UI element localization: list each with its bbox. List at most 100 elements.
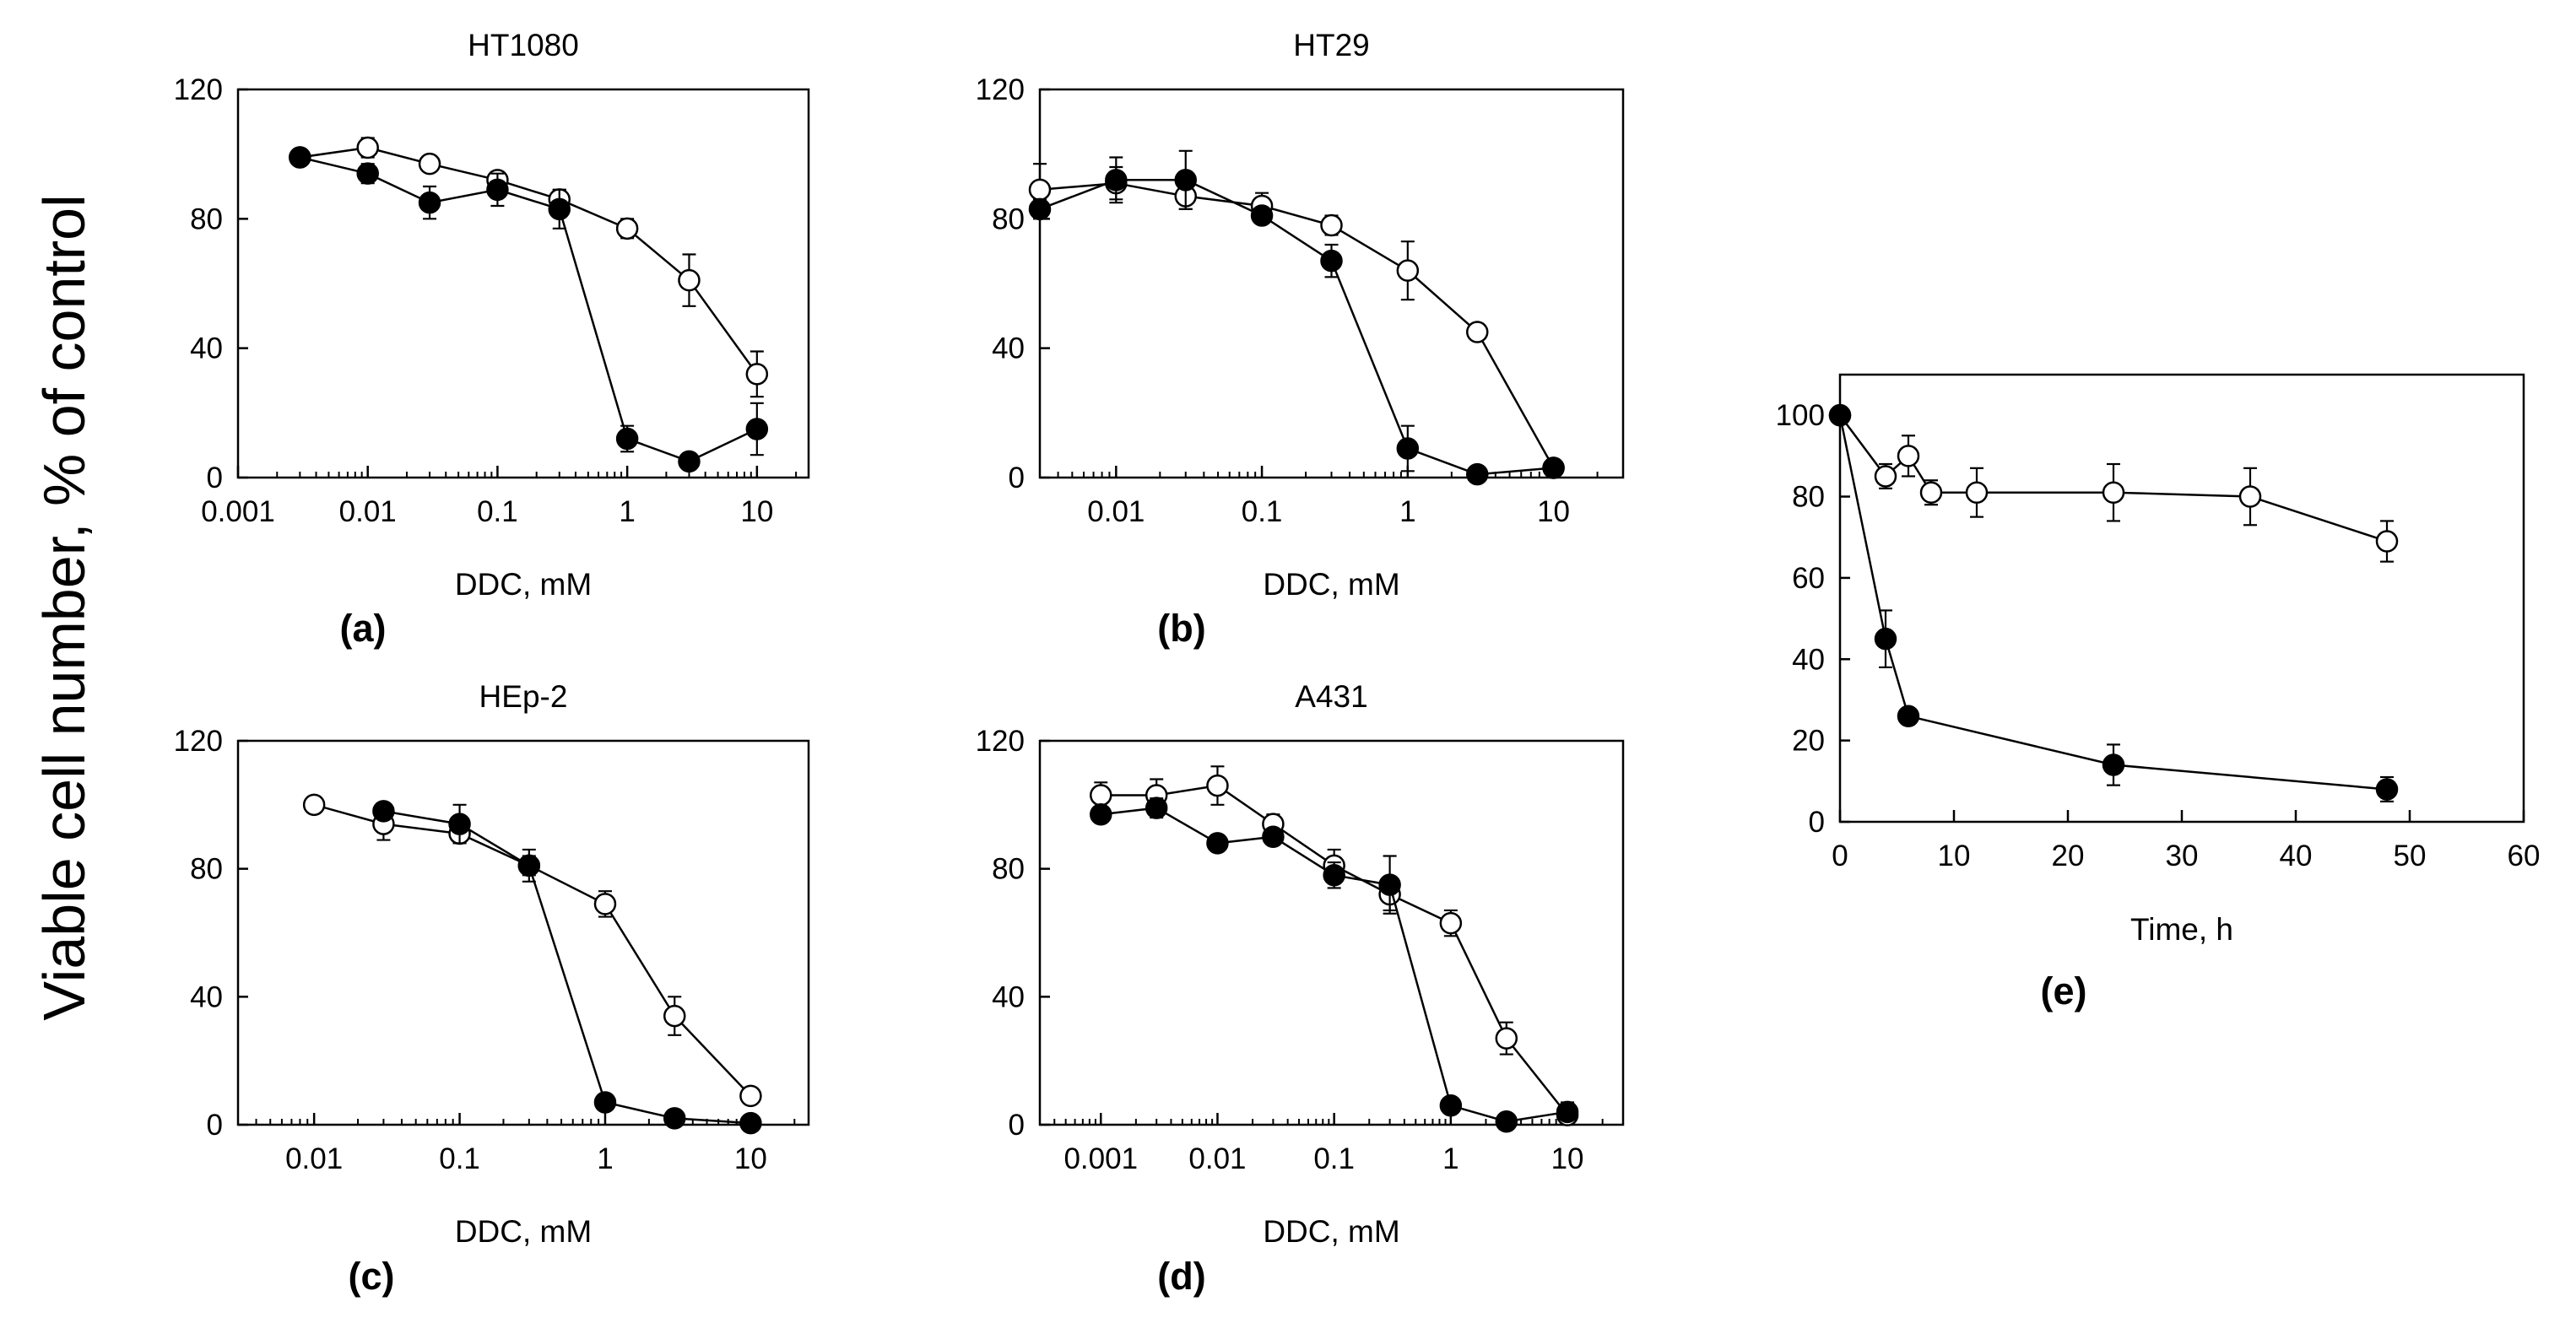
data-point-open — [302, 793, 326, 817]
series-open — [1828, 403, 2399, 563]
x-tick-label: 50 — [2394, 840, 2427, 872]
data-point-filled — [1145, 796, 1168, 819]
series-filled — [1090, 796, 1579, 1133]
data-point-filled — [289, 146, 311, 169]
data-point-open — [663, 1004, 686, 1028]
x-axis-label: Time, h — [2130, 912, 2233, 947]
panel-label: (d) — [1157, 1255, 1205, 1298]
panel-label: (e) — [2041, 969, 2087, 1012]
plot-frame — [236, 739, 810, 1126]
x-tick-label: 1 — [597, 1142, 613, 1175]
data-point-filled — [1556, 1100, 1579, 1124]
y-tick-label: 80 — [190, 202, 223, 235]
x-tick-label: 0.1 — [477, 495, 518, 528]
data-point-open — [739, 1084, 762, 1108]
data-point-open — [1874, 465, 1897, 488]
data-point-filled — [593, 1091, 617, 1114]
data-point-open — [1919, 481, 1943, 504]
y-tick-label: 60 — [1792, 562, 1825, 595]
data-point-open — [1028, 178, 1052, 202]
data-point-filled — [548, 197, 571, 221]
x-axis-label: DDC, mM — [455, 1214, 592, 1249]
y-tick-label: 0 — [207, 1109, 223, 1142]
chart-title: HT29 — [1293, 28, 1369, 62]
data-point-open — [1965, 481, 1989, 504]
data-point-open — [1466, 321, 1489, 343]
x-tick-label: 0.001 — [201, 495, 275, 528]
x-tick-label: 0.001 — [1063, 1142, 1138, 1175]
plot-frame — [1038, 739, 1625, 1126]
x-axis-label: DDC, mM — [1263, 1214, 1399, 1249]
y-tick-label: 120 — [174, 725, 223, 758]
plot-frame — [236, 88, 810, 479]
data-point-filled — [372, 800, 395, 823]
series-filled — [1028, 149, 1565, 486]
data-point-filled — [1323, 864, 1345, 887]
data-point-open — [1320, 213, 1343, 237]
y-tick-label: 80 — [992, 853, 1025, 886]
x-tick-label: 0 — [1832, 840, 1848, 872]
series-line — [1101, 784, 1569, 1116]
data-point-filled — [2375, 778, 2399, 801]
chart-5: 0 20 40 60 80 100 0 10 20 30 40 50 60 Time, h (e) — [1776, 373, 2541, 1012]
chart-title: A431 — [1295, 679, 1367, 714]
y-tick-label: 80 — [190, 853, 223, 886]
data-point-filled — [2102, 753, 2125, 776]
data-point-open — [2102, 481, 2125, 504]
data-point-filled — [418, 191, 441, 214]
data-point-filled — [356, 162, 379, 185]
data-point-filled — [1378, 873, 1401, 896]
data-point-filled — [1897, 705, 1920, 727]
data-point-filled — [1495, 1110, 1518, 1133]
data-point-open — [1897, 445, 1920, 467]
chart-title: HEp-2 — [479, 679, 568, 714]
data-point-filled — [678, 450, 701, 473]
shared-y-axis-label: Viable cell number, % of control — [31, 194, 97, 1020]
data-point-open — [1206, 774, 1229, 797]
data-point-filled — [448, 813, 471, 835]
series-filled — [372, 800, 762, 1135]
x-tick-label: 60 — [2508, 840, 2541, 872]
x-tick-label: 10 — [734, 1142, 767, 1175]
series-line — [313, 803, 752, 1097]
x-tick-label: 0.01 — [339, 495, 397, 528]
chart-title: HT1080 — [468, 28, 579, 62]
x-tick-label: 10 — [740, 495, 773, 528]
data-point-filled — [745, 418, 769, 440]
x-tick-label: 0.01 — [1188, 1142, 1246, 1175]
x-tick-label: 10 — [1938, 840, 1971, 872]
x-tick-label: 0.01 — [1087, 495, 1145, 528]
data-point-filled — [1874, 627, 1897, 651]
data-point-filled — [1466, 462, 1489, 486]
data-point-filled — [1105, 169, 1128, 192]
series-line — [1039, 179, 1554, 476]
y-tick-label: 40 — [190, 980, 223, 1013]
x-tick-label: 1 — [1442, 1142, 1458, 1175]
plot-frame — [1038, 88, 1625, 479]
data-point-open — [1495, 1027, 1518, 1050]
data-point-open — [1396, 259, 1420, 282]
data-point-open — [745, 363, 769, 386]
y-tick-label: 80 — [1792, 481, 1825, 514]
data-point-filled — [1250, 204, 1274, 227]
data-point-filled — [1828, 403, 1852, 427]
data-point-filled — [1542, 456, 1565, 479]
x-tick-label: 0.1 — [1313, 1142, 1355, 1175]
data-point-filled — [1028, 197, 1052, 221]
series-line — [383, 810, 751, 1125]
x-tick-label: 0.1 — [439, 1142, 480, 1175]
chart-2: HT29 0 40 80 120 0.01 0.1 1 10 DDC, mM (b) — [976, 28, 1625, 650]
x-tick-label: 1 — [619, 495, 635, 528]
panel-label: (c) — [349, 1255, 395, 1298]
chart-3: HEp-2 0 40 80 120 0.01 0.1 1 10 DDC, mM (c) — [174, 679, 810, 1298]
y-tick-label: 0 — [1009, 462, 1025, 494]
y-tick-label: 120 — [976, 725, 1025, 758]
data-point-open — [2238, 485, 2262, 508]
series-line — [300, 156, 758, 463]
series-open — [1090, 765, 1579, 1126]
y-tick-label: 120 — [976, 73, 1025, 106]
x-tick-label: 30 — [2166, 840, 2199, 872]
data-point-filled — [1262, 825, 1285, 848]
chart-1: HT1080 0 40 80 120 0.001 0.01 0.1 1 10 DDC, mM (a) — [174, 28, 810, 650]
